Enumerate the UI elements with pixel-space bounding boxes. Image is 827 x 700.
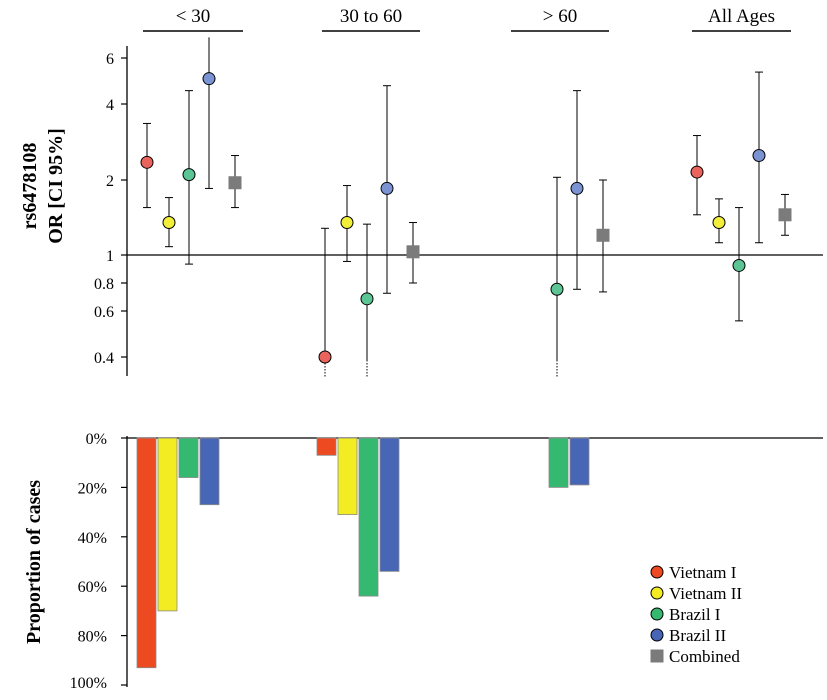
point-vietnam-i-30: [140, 155, 154, 169]
group-header-30-to-60: 30 to 60: [340, 6, 402, 27]
legend: Vietnam I Vietnam II Brazil I Brazil II Comb…: [650, 563, 742, 666]
bar-vietnam-ii-30: [157, 437, 178, 612]
point-combined-60: [596, 228, 610, 242]
group-headers: < 30 30 to 60 > 60 All Ages: [143, 6, 791, 32]
point-vietnam-i-30-to-60: [318, 350, 332, 364]
point-brazil-ii-30-to-60: [380, 181, 394, 195]
bottom-y-tick-label-80: 80%: [78, 629, 107, 646]
point-vietnam-ii-30-to-60: [340, 216, 354, 230]
group-header-all-ages: All Ages: [708, 6, 775, 27]
legend-label-vietnam-i: Vietnam I: [669, 563, 737, 582]
bottom-y-tick-label-0: 0%: [86, 431, 107, 448]
bottom-y-tick-label-20: 20%: [78, 480, 107, 497]
bar-brazil-i-30: [178, 437, 199, 478]
bar-vietnam-ii-30-to-60: [337, 437, 358, 515]
point-vietnam-ii-all-ages: [712, 216, 726, 230]
point-brazil-i-60: [550, 282, 564, 296]
point-brazil-i-30: [182, 168, 196, 182]
point-vietnam-i-all-ages: [690, 165, 704, 179]
proportion-bar-chart: 0% 20% 40% 60% 80% 100% Proportion of cases: [23, 431, 823, 692]
bottom-y-tick-label-60: 60%: [78, 579, 107, 596]
legend-label-vietnam-ii: Vietnam II: [669, 584, 742, 603]
legend-label-combined: Combined: [669, 647, 740, 666]
bar-brazil-i-30-to-60: [358, 437, 379, 597]
top-y-tick-label-6: 6: [106, 51, 114, 68]
bar-vietnam-i-30-to-60: [316, 437, 337, 456]
point-brazil-i-all-ages: [732, 258, 746, 272]
point-brazil-ii-60: [570, 181, 584, 195]
legend-marker-vietnam-ii: [650, 586, 664, 600]
legend-marker-vietnam-i: [650, 565, 664, 579]
top-y-tick-label-0-6: 0.6: [94, 304, 114, 321]
point-combined-30-to-60: [406, 245, 420, 259]
top-y-tick-label-4: 4: [106, 97, 114, 114]
point-brazil-ii-all-ages: [752, 149, 766, 163]
legend-marker-combined: [650, 649, 664, 663]
bar-vietnam-i-30: [136, 437, 157, 669]
point-combined-all-ages: [778, 208, 792, 222]
bottom-y-axis-title: Proportion of cases: [23, 480, 45, 644]
point-combined-30: [228, 176, 242, 190]
point-vietnam-ii-30: [162, 216, 176, 230]
top-y-axis-title: rs6478108 OR [CI 95%]: [19, 128, 67, 244]
group-header-30: < 30: [176, 6, 210, 27]
top-y-axis-title-line-1: rs6478108: [19, 143, 41, 230]
legend-label-brazil-i: Brazil I: [669, 605, 721, 624]
top-y-tick-label-1: 1: [106, 248, 114, 265]
bottom-y-tick-label-40: 40%: [78, 530, 107, 547]
bar-brazil-ii-30: [199, 437, 220, 506]
odds-ratio-plot: 0.4 0.6 0.8 1 2 4 6 rs6478108 OR [CI 95%]: [19, 37, 823, 377]
top-y-tick-label-0-4: 0.4: [94, 350, 114, 367]
legend-marker-brazil-ii: [650, 628, 664, 642]
point-brazil-ii-30: [202, 72, 216, 86]
bar-brazil-ii-60: [569, 437, 590, 486]
top-y-axis-title-line-2: OR [CI 95%]: [45, 128, 67, 244]
top-y-tick-label-2: 2: [106, 173, 114, 190]
point-brazil-i-30-to-60: [360, 292, 374, 306]
bar-brazil-ii-30-to-60: [379, 437, 400, 572]
top-y-tick-label-0-8: 0.8: [94, 276, 114, 293]
legend-marker-brazil-i: [650, 607, 664, 621]
group-header-60: > 60: [543, 6, 577, 27]
legend-label-brazil-ii: Brazil II: [669, 626, 726, 645]
bottom-y-tick-label-100: 100%: [70, 675, 107, 692]
bar-brazil-i-60: [548, 437, 569, 488]
